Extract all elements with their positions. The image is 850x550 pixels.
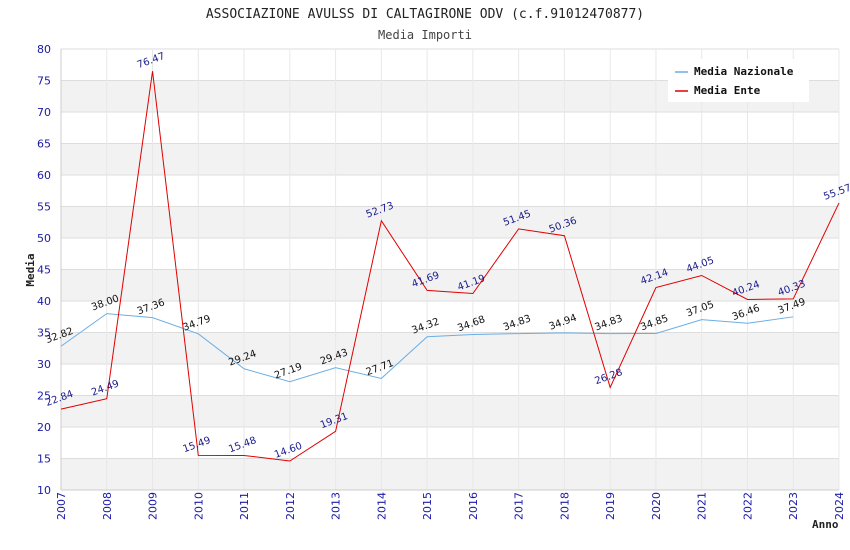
grid-band [61,112,839,144]
x-axis-ticks: 2007 2008 2009 2010 2011 2012 2013 2014 2015 2016… [55,492,846,520]
y-axis-label: Media [24,253,37,286]
x-tick-label: 2013 [330,492,343,520]
legend-box [668,59,809,102]
series-lines [60,71,840,462]
y-tick-label: 55 [37,201,51,214]
x-tick-label: 2011 [238,492,251,520]
y-tick-label: 25 [37,390,51,403]
grid-band [61,269,839,301]
x-tick-label: 2017 [513,492,526,520]
chart-subtitle: Media Importi [378,28,472,42]
grid-band [61,395,839,427]
media-ente-line [60,71,840,462]
grid-band [61,238,839,270]
y-tick-label: 50 [37,232,51,245]
x-tick-label: 2019 [604,492,617,520]
grid-bands [60,48,840,491]
y-tick-label: 60 [37,169,51,182]
x-tick-label: 2021 [696,492,709,520]
y-tick-label: 40 [37,295,51,308]
grid-band [61,427,839,459]
grid-band [61,332,839,364]
y-tick-label: 30 [37,358,51,371]
x-tick-label: 2014 [375,492,388,520]
x-tick-label: 2010 [192,492,205,520]
x-tick-label: 2023 [787,492,800,520]
grid-band [61,301,839,333]
grid-band [61,458,839,490]
y-tick-label: 65 [37,138,51,151]
y-tick-label: 70 [37,106,51,119]
y-tick-label: 80 [37,43,51,56]
grid-band [61,175,839,207]
x-tick-label: 2016 [467,492,480,520]
x-tick-label: 2024 [833,492,846,520]
x-tick-label: 2012 [284,492,297,520]
x-tick-label: 2008 [101,492,114,520]
x-tick-label: 2020 [650,492,663,520]
x-axis-label: Anno [812,518,839,531]
y-tick-label: 45 [37,264,51,277]
x-tick-label: 2007 [55,492,68,520]
x-tick-label: 2009 [147,492,160,520]
grid-band [61,143,839,175]
legend-label-media-ente: Media Ente [694,84,761,97]
y-tick-label: 15 [37,453,51,466]
y-tick-label: 10 [37,484,51,497]
legend-label-media-nazionale: Media Nazionale [694,65,794,78]
chart-title: ASSOCIAZIONE AVULSS DI CALTAGIRONE ODV (… [206,7,644,22]
y-tick-label: 75 [37,75,51,88]
x-tick-label: 2015 [421,492,434,520]
grid-band [61,206,839,238]
x-tick-label: 2022 [741,492,754,520]
y-axis-ticks: 10 15 20 25 30 35 40 45 50 55 60 65 70 75 80 [37,43,51,497]
legend: Media Nazionale Media Ente [668,59,809,102]
y-tick-label: 35 [37,327,51,340]
x-tick-label: 2018 [558,492,571,520]
y-tick-label: 20 [37,421,51,434]
grid-band [61,364,839,396]
